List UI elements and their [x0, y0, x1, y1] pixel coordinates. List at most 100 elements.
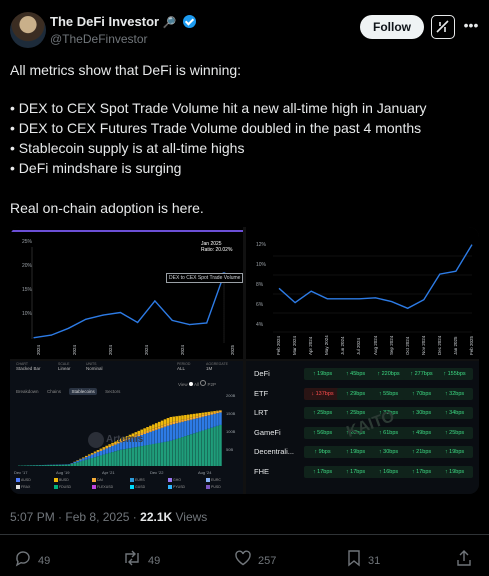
legend-item[interactable]: FLEXUSD — [92, 485, 113, 489]
media-grid[interactable]: 25% 20% 15% 10% Jan 2025 Ratio: 20.02% D… — [10, 227, 479, 494]
legend-item[interactable]: FDUSD — [54, 485, 71, 489]
tab-stablecoins[interactable]: Stablecoins — [69, 388, 97, 395]
stablecoin-bar — [111, 444, 114, 446]
stablecoin-bar — [210, 412, 213, 415]
chart-type-select[interactable]: Stacked Bar — [16, 366, 41, 371]
author-avatar[interactable] — [10, 12, 46, 48]
stablecoin-bar — [192, 413, 196, 417]
stablecoin-bar — [175, 421, 178, 424]
radio-p2p-icon[interactable] — [200, 380, 207, 386]
legend-item[interactable]: GHO — [168, 478, 181, 482]
stablecoin-bar — [204, 416, 208, 430]
share-button[interactable] — [456, 549, 478, 567]
spot-volume-chart[interactable]: 25% 20% 15% 10% Jan 2025 Ratio: 20.02% D… — [10, 227, 243, 359]
stablecoin-bar — [184, 436, 187, 466]
stablecoin-bar — [122, 439, 126, 442]
y-tick: 20% — [22, 263, 33, 269]
tab-chains[interactable]: Chains — [46, 389, 61, 394]
stablecoin-bar — [96, 456, 100, 466]
spot-ratio-line — [33, 274, 225, 339]
stablecoin-bar — [169, 416, 173, 423]
stablecoin-bar — [204, 412, 208, 415]
stablecoin-bar — [105, 453, 109, 466]
mindshare-row[interactable]: Decentrali... ↑ 9bps ↑ 19bps ↑ 30bps ↑ 21bps… — [246, 443, 479, 462]
legend-label: FDUSD — [59, 485, 72, 489]
legend-item[interactable]: BUSD — [54, 478, 69, 482]
mindshare-row[interactable]: LRT ↑ 25bps ↑ 25bps ↑ 33bps ↑ 30bps ↑ 34bps — [246, 404, 479, 423]
legend-item[interactable]: EURS — [130, 478, 145, 482]
legend-item[interactable]: AUSD — [16, 478, 31, 482]
bookmark-icon — [348, 550, 360, 567]
stablecoin-bar — [201, 412, 205, 415]
repost-button[interactable]: 49 — [122, 549, 160, 567]
legend-item[interactable]: DAI — [92, 478, 103, 482]
stablecoin-bar — [160, 427, 164, 443]
tab-breakdown[interactable]: Breakdown — [16, 389, 39, 394]
change-cell: ↑ 25bps — [436, 426, 473, 439]
view-all-option[interactable]: All — [193, 382, 199, 387]
stablecoin-supply-chart[interactable]: CHART Stacked Bar SCALE Linear UNITS Nom… — [10, 361, 243, 494]
change-cell: ↑ 19bps — [304, 368, 341, 380]
tab-sectors[interactable]: Sectors — [105, 389, 121, 394]
change-cell: ↑ 17bps — [304, 465, 341, 478]
stablecoin-bar — [157, 426, 161, 429]
legend-label: PUSD — [211, 485, 221, 489]
stablecoin-bar — [85, 456, 88, 458]
stablecoin-bar — [96, 452, 100, 457]
x-tick: Dec '22 — [150, 470, 164, 475]
period-select[interactable]: ALL — [177, 366, 186, 371]
legend-item[interactable]: EURC — [206, 478, 221, 482]
view-p2p-option[interactable]: P2P — [207, 382, 217, 387]
view-toggle[interactable]: View All P2P — [178, 380, 216, 387]
units-select[interactable]: Nominal — [86, 366, 103, 371]
radio-all-icon[interactable] — [188, 382, 193, 386]
bookmark-button[interactable]: 31 — [346, 549, 380, 567]
mindshare-row[interactable]: DeFi ↑ 19bps ↑ 45bps ↑ 220bps ↑ 277bps ↑ 155b… — [246, 365, 479, 384]
legend-item[interactable]: PUSD — [206, 485, 221, 489]
legend-swatch — [16, 478, 20, 482]
legend-item[interactable]: PYUSD — [168, 485, 185, 489]
legend-item[interactable]: FRAX — [16, 485, 30, 489]
stablecoin-bar — [79, 459, 82, 462]
aggregate-select[interactable]: 1M — [206, 366, 213, 371]
stablecoin-bar — [169, 422, 173, 425]
stablecoin-bar — [157, 428, 161, 443]
tweet-line-5: • DeFi mindshare is surging — [10, 160, 182, 176]
stablecoin-bar — [192, 433, 196, 466]
legend-swatch — [54, 485, 58, 489]
mindshare-row[interactable]: GameFi ↑ 56bps ↑ 20bps ↑ 61bps ↑ 49bps ↑ 25bp… — [246, 424, 479, 443]
stablecoin-bar — [73, 463, 76, 466]
mindshare-row[interactable]: ETF ↓ 137bps ↑ 29bps ↑ 55bps ↑ 70bps ↑ 32bps — [246, 385, 479, 404]
stablecoin-bar — [93, 452, 97, 454]
x-tick: Aug 2024 — [372, 335, 378, 355]
sector-name: DeFi — [254, 369, 270, 378]
stablecoin-bar — [163, 426, 167, 442]
x-tick: Jan 2025 — [452, 336, 458, 355]
grok-icon[interactable] — [431, 15, 455, 39]
views-label: Views — [175, 510, 208, 524]
futures-volume-chart[interactable]: 12% 10% 8% 6% 4% Feb 2024 Mar 2024 Apr 202… — [246, 227, 479, 359]
verified-badge-icon[interactable] — [183, 15, 197, 28]
stablecoin-bar — [87, 454, 91, 456]
mindshare-table[interactable]: DeFi ↑ 19bps ↑ 45bps ↑ 220bps ↑ 277bps ↑ 155b… — [246, 361, 479, 494]
author-handle[interactable]: @TheDeFinvestor — [50, 32, 148, 46]
x-tick: Feb 2024 — [276, 335, 281, 355]
stablecoin-bar — [120, 442, 123, 450]
more-options-icon[interactable]: ••• — [463, 17, 479, 33]
stablecoin-bar — [128, 434, 132, 438]
stablecoin-bar — [187, 435, 190, 466]
follow-button[interactable]: Follow — [360, 15, 424, 39]
stablecoin-bar — [210, 411, 213, 413]
stablecoin-bar — [108, 447, 111, 453]
stablecoin-bar — [105, 445, 109, 448]
legend-item[interactable]: GUSD — [130, 485, 145, 489]
scale-select[interactable]: Linear — [58, 366, 71, 371]
like-button[interactable]: 257 — [234, 549, 276, 567]
tooltip-date: Jan 2025 — [201, 241, 222, 247]
author-name[interactable]: The DeFi Investor 🔎 — [50, 14, 197, 29]
mindshare-row[interactable]: FHE ↑ 17bps ↑ 17bps ↑ 16bps ↑ 17bps ↑ 19bps — [246, 463, 479, 482]
tweet-date[interactable]: Feb 8, 2025 — [65, 510, 130, 524]
stablecoin-bar — [184, 421, 187, 437]
reply-button[interactable]: 49 — [14, 549, 50, 567]
tweet-time[interactable]: 5:07 PM — [10, 510, 55, 524]
